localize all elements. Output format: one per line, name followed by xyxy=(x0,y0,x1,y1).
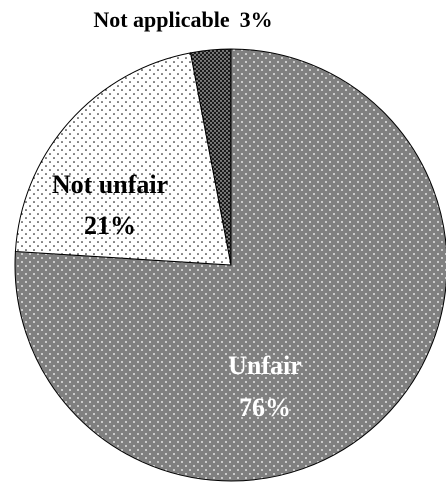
category-label: Not unfair xyxy=(52,170,168,199)
value-label: 76% xyxy=(239,393,291,422)
value-label: 3% xyxy=(240,7,273,32)
pie-slice xyxy=(14,52,232,266)
category-label: Unfair xyxy=(228,351,302,380)
category-label: Not applicable xyxy=(93,7,230,32)
value-label: 21% xyxy=(84,211,136,240)
pie-slice xyxy=(189,48,232,266)
slice-label: Not applicable 3% xyxy=(93,7,272,32)
